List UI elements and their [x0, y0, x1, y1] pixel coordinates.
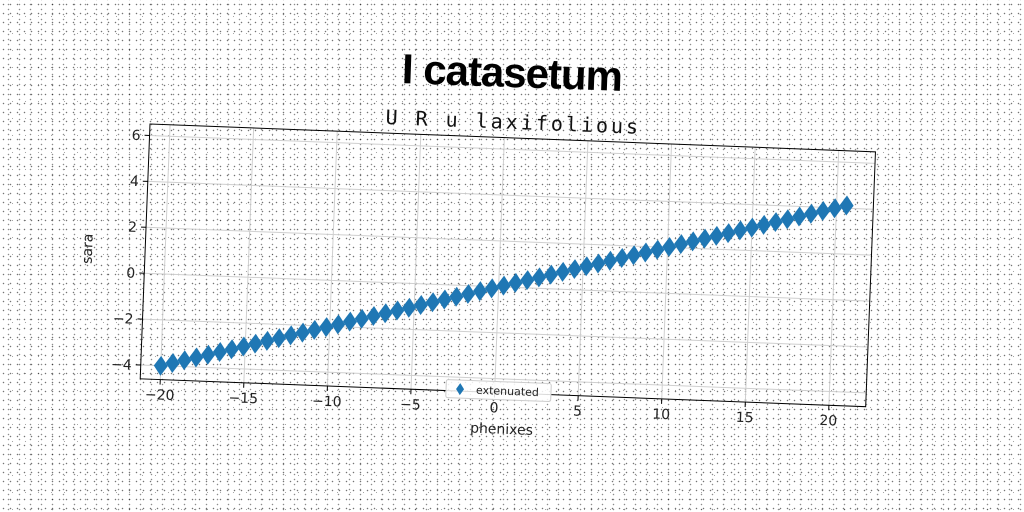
x-tick-label: 5	[573, 403, 583, 419]
data-point-diamond	[201, 344, 216, 365]
data-point-diamond	[319, 317, 334, 338]
data-point-diamond	[342, 311, 357, 332]
data-point-diamond	[260, 330, 275, 351]
y-grid-line	[147, 180, 874, 210]
y-axis-label: sara	[80, 233, 97, 264]
y-grid-line	[149, 134, 876, 164]
data-point-diamond	[295, 322, 310, 343]
data-point-diamond	[496, 275, 511, 296]
data-point-diamond	[248, 333, 263, 354]
data-point-diamond	[484, 278, 499, 299]
data-point-diamond	[685, 231, 700, 252]
x-tick-label: −10	[312, 393, 342, 410]
data-point-diamond	[402, 297, 417, 318]
data-point-diamond	[815, 201, 830, 221]
chart-subtitle: U R u laxifolious	[385, 105, 641, 139]
legend-box	[445, 379, 552, 403]
data-point-diamond	[413, 295, 428, 315]
data-point-diamond	[697, 228, 712, 249]
data-point-diamond	[756, 214, 771, 235]
data-point-diamond	[473, 281, 488, 302]
data-point-diamond	[437, 289, 452, 310]
y-grid-line	[146, 226, 872, 256]
y-grid-line	[140, 364, 867, 394]
x-tick-label: 10	[652, 406, 670, 423]
y-tick-label: 4	[130, 174, 140, 190]
data-point-diamond	[674, 234, 689, 255]
x-tick-label: −15	[228, 390, 258, 407]
data-point-diamond	[614, 248, 629, 268]
data-point-diamond	[331, 314, 346, 335]
x-grid-line	[326, 131, 338, 387]
y-grid-line	[142, 318, 868, 348]
data-point-diamond	[366, 306, 381, 327]
x-grid-line	[828, 150, 840, 406]
data-point-diamond	[780, 209, 795, 230]
data-point-diamond	[425, 292, 440, 313]
data-point-diamond	[626, 245, 641, 266]
x-tick-label: −5	[400, 397, 421, 414]
data-point-diamond	[650, 239, 665, 260]
data-point-diamond	[508, 272, 523, 293]
data-point-diamond	[709, 225, 724, 246]
data-point-diamond	[449, 286, 464, 307]
grid	[140, 124, 876, 406]
x-grid-line	[410, 134, 422, 390]
x-grid-line	[744, 147, 756, 403]
legend: extenuated	[445, 379, 552, 403]
data-point-diamond	[390, 300, 405, 321]
y-tick-label: −2	[113, 311, 134, 328]
plot-frame	[139, 123, 876, 408]
data-point-diamond	[307, 319, 322, 340]
x-tick-label: 15	[735, 410, 753, 427]
data-point-diamond	[236, 336, 251, 357]
data-point-diamond	[555, 261, 570, 282]
x-grid-line	[494, 137, 505, 393]
data-point-diamond	[189, 347, 204, 368]
y-tick-label: −4	[111, 357, 132, 374]
data-point-diamond	[591, 253, 606, 274]
data-point-diamond	[532, 267, 547, 288]
x-axis-label: phenixes	[470, 421, 533, 439]
y-tick-label: 0	[126, 266, 136, 282]
data-point-diamond	[733, 220, 748, 241]
x-tick-label: 0	[489, 400, 499, 416]
data-point-diamond	[768, 212, 783, 233]
data-point-diamond	[544, 264, 559, 285]
data-point-diamond	[662, 236, 677, 257]
data-point-diamond	[165, 353, 180, 374]
data-point-diamond	[745, 217, 760, 238]
y-tick-label: 6	[131, 128, 141, 144]
data-point-diamond	[603, 250, 618, 271]
data-point-diamond	[638, 242, 653, 263]
x-grid-line	[661, 144, 673, 399]
data-point-diamond	[177, 350, 192, 371]
data-point-diamond	[792, 206, 807, 227]
data-point-diamond	[804, 203, 819, 224]
data-point-diamond	[827, 198, 842, 219]
data-points	[153, 195, 854, 376]
x-tick-label: 20	[819, 413, 837, 430]
data-point-diamond	[378, 303, 393, 324]
data-point-diamond	[272, 328, 287, 349]
y-tick-label: 2	[128, 220, 138, 236]
data-point-diamond	[224, 339, 239, 360]
x-grid-line	[159, 124, 171, 380]
data-point-diamond	[839, 195, 854, 216]
data-point-diamond	[520, 270, 535, 291]
data-point-diamond	[283, 325, 298, 346]
data-point-diamond	[212, 341, 227, 362]
data-point-diamond	[461, 283, 476, 304]
data-point-diamond	[153, 355, 168, 376]
data-point-diamond	[567, 259, 582, 280]
legend-marker-diamond-icon	[456, 383, 465, 396]
data-point-diamond	[721, 223, 736, 244]
data-point-diamond	[354, 308, 369, 329]
x-tick-label: −20	[145, 387, 175, 404]
data-point-diamond	[579, 256, 594, 277]
legend-label: extenuated	[476, 384, 539, 399]
